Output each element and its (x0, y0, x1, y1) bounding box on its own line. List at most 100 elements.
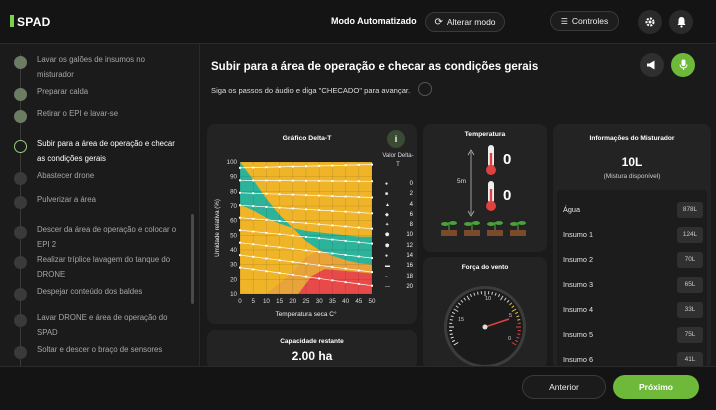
bell-icon (677, 17, 685, 28)
delta-t-marker (331, 195, 334, 198)
legend-item: ⬢ 12 (379, 242, 417, 252)
delta-t-marker (331, 179, 334, 182)
steps-connector (20, 54, 21, 366)
gauge-tick (449, 333, 453, 335)
temperature-card: Temperatura (423, 124, 547, 252)
legend-item: ■ 2 (379, 190, 417, 200)
delta-t-marker (291, 193, 294, 196)
delta-t-marker (291, 179, 294, 182)
delta-t-marker (318, 223, 321, 226)
alter-mode-button[interactable]: ⟳ Alterar modo (425, 12, 505, 32)
mixer-row-value: 65L (677, 277, 703, 293)
info-button[interactable]: i (387, 130, 405, 148)
legend-marker: ▲ (385, 201, 390, 208)
zone-red (298, 269, 372, 294)
sidebar-scrollbar[interactable] (191, 214, 194, 304)
delta-t-marker (318, 237, 321, 240)
mixer-row-label: Insumo 3 (563, 280, 594, 289)
step-label: Despejar conteúdo dos baldes (37, 287, 143, 296)
gauge-tick (511, 305, 515, 309)
mixer-row-value: 41L (677, 352, 703, 368)
legend-value: 18 (406, 273, 413, 280)
delta-t-marker (344, 164, 347, 167)
legend-value: 6 (409, 211, 413, 218)
legend-item: — 20 (379, 283, 417, 293)
delta-t-marker (331, 238, 334, 241)
gauge-tick (451, 339, 456, 343)
y-tick-label: 70 (230, 203, 237, 210)
alter-mode-label: Alterar modo (446, 17, 496, 27)
legend-value: 20 (406, 283, 413, 290)
gauge-tick (451, 311, 456, 315)
legend-value: 8 (409, 222, 413, 229)
top-bar: SPAD Modo Automatizado ⟳ Alterar modo ☰ … (0, 0, 716, 44)
next-button[interactable]: Próximo (613, 375, 699, 399)
delta-t-marker (357, 282, 360, 285)
step-item[interactable]: Lavar os galões de insumos no misturador (0, 52, 190, 82)
legend-marker: ◆ (385, 211, 389, 218)
mixer-volume: 10L (621, 155, 643, 169)
delta-t-marker (278, 246, 281, 249)
audio-button[interactable] (640, 53, 664, 77)
step-item[interactable]: Soltar e descer o braço de sensores (0, 342, 190, 359)
delta-t-marker (278, 233, 281, 236)
legend-item: ┈ 18 (379, 273, 417, 283)
step-item[interactable]: Retirar o EPI e lavar-se (0, 106, 190, 123)
delta-t-marker (331, 224, 334, 227)
delta-t-marker (371, 257, 373, 260)
legend-marker: ✦ (385, 222, 390, 229)
height-label: 5m (457, 178, 467, 185)
settings-button[interactable] (638, 10, 662, 34)
delta-t-marker (252, 179, 255, 182)
x-tick-label: 25 (303, 298, 310, 305)
delta-t-marker (371, 227, 373, 230)
controls-button[interactable]: ☰ Controles (550, 11, 619, 31)
gauge-tick (453, 342, 459, 346)
mixer-row-value: 75L (677, 327, 703, 343)
gauge-tick (466, 295, 470, 301)
app-logo: SPAD (10, 15, 51, 29)
step-item[interactable]: Realizar tríplice lavagem do tanque do D… (0, 252, 190, 282)
wind-tick-10: 10 (485, 296, 492, 302)
page-title: Subir para a área de operação e checar a… (211, 61, 539, 73)
gauge-tick (517, 333, 521, 335)
delta-t-marker (357, 180, 360, 183)
delta-t-marker (318, 164, 321, 167)
step-item[interactable]: Pulverizar a área (0, 192, 190, 209)
step-item[interactable]: Descer da área de operação e colocar o E… (0, 222, 190, 252)
delta-t-legend: ● 0 ■ 2 ▲ 4 ◆ 6 ✦ 8 ⬟ 10 ⬢ 12 ● 14 ▬ 16 ┈ 18—20 (379, 180, 417, 293)
x-tick-label: 5 (251, 298, 255, 305)
app-name: SPAD (17, 15, 51, 29)
zone-yellow-low (240, 264, 267, 294)
capacity-value: 2.00 ha (291, 349, 333, 363)
notifications-button[interactable] (669, 10, 693, 34)
delta-t-marker (357, 163, 360, 166)
step-item[interactable]: Despejar conteúdo dos baldes (0, 284, 190, 301)
x-tick-label: 35 (329, 298, 336, 305)
step-label: Subir para a área de operação e checar a… (37, 139, 175, 163)
delta-t-marker (278, 165, 281, 168)
mixer-row-label: Água (563, 205, 581, 214)
delta-t-marker (371, 212, 373, 215)
microphone-button[interactable] (671, 53, 695, 77)
main-panel: Subir para a área de operação e checar a… (201, 44, 716, 370)
delta-t-marker (318, 277, 321, 280)
delta-t-marker (278, 179, 281, 182)
delta-t-marker (265, 179, 268, 182)
step-item[interactable]: Subir para a área de operação e checar a… (0, 136, 190, 166)
step-item[interactable]: Abastecer drone (0, 168, 190, 185)
gauge-tick (497, 293, 501, 298)
previous-button[interactable]: Anterior (522, 375, 606, 399)
delta-t-chart: 0 5 10 15 20 25 30 35 40 45 50 10 20 30 40 50 60 70 80 90 10… (214, 159, 376, 318)
replay-audio-button[interactable] (418, 82, 433, 96)
step-item[interactable]: Preparar calda (0, 84, 190, 101)
step-item[interactable]: Lavar DRONE e área de operação do SPAD (0, 310, 190, 340)
wind-title: Força do vento (461, 264, 509, 271)
gauge-tick (516, 315, 520, 318)
plants-icon (441, 221, 526, 236)
step-pending-marker (14, 172, 27, 185)
legend-marker: ■ (385, 191, 389, 198)
delta-t-marker (265, 192, 268, 195)
legend-item: ▬ 16 (379, 262, 417, 272)
